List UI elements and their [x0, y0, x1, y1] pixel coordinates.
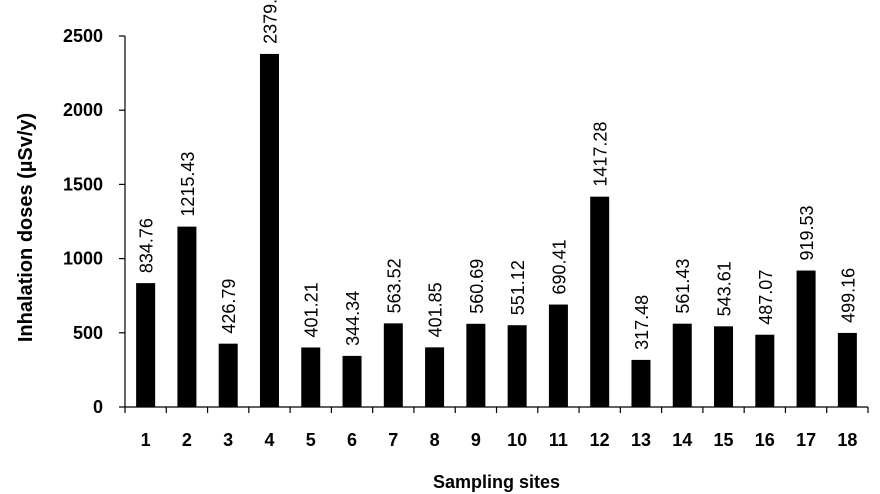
x-tick-label: 9	[471, 430, 481, 450]
data-label: 551.12	[508, 260, 528, 315]
bar	[259, 53, 279, 407]
bars	[136, 53, 857, 407]
bar	[714, 326, 734, 407]
y-tick-label: 500	[73, 323, 103, 343]
x-tick-label: 1	[141, 430, 151, 450]
data-label: 1215.43	[178, 152, 198, 217]
bar	[755, 334, 775, 407]
bar	[631, 359, 651, 407]
bar	[796, 270, 816, 407]
y-tick-label: 1000	[63, 249, 103, 269]
bar	[301, 347, 321, 407]
x-tick-label: 3	[223, 430, 233, 450]
x-tick-label: 7	[388, 430, 398, 450]
x-tick-label: 16	[755, 430, 775, 450]
data-label: 919.53	[797, 205, 817, 260]
x-axis-title: Sampling sites	[433, 472, 560, 492]
y-tick-label: 2000	[63, 100, 103, 120]
data-label: 499.16	[838, 268, 858, 323]
x-tick-label: 5	[306, 430, 316, 450]
x-tick-label: 15	[714, 430, 734, 450]
bar	[672, 323, 692, 407]
bar	[383, 323, 403, 407]
bar	[507, 325, 527, 407]
x-tick-label: 11	[549, 430, 568, 450]
data-label: 487.07	[756, 270, 776, 325]
bar	[590, 196, 610, 407]
x-tick-label: 2	[182, 430, 192, 450]
bar	[136, 283, 156, 407]
data-labels: 834.76 1215.43 426.79 2379.17 401.21 344.34 56…	[137, 0, 859, 350]
data-label: 690.41	[549, 239, 569, 294]
bar	[177, 226, 197, 407]
y-tick-label: 2500	[63, 26, 103, 46]
data-label: 401.21	[302, 282, 322, 337]
bar	[342, 355, 362, 407]
x-tick-label: 6	[347, 430, 357, 450]
y-tick-label: 0	[93, 397, 103, 417]
data-label: 1417.28	[591, 122, 611, 187]
x-axis: 1 2 3 4 5 6 7 8 9 10 11 12 13 14 15 16 17 18	[124, 406, 869, 450]
data-label: 563.52	[384, 258, 404, 313]
bar	[548, 304, 568, 407]
data-label: 344.34	[343, 291, 363, 346]
y-tick-label: 1500	[63, 174, 103, 194]
x-tick-label: 18	[837, 430, 857, 450]
x-tick-label: 4	[264, 430, 274, 450]
x-tick-label: 17	[796, 430, 816, 450]
data-label: 401.85	[426, 282, 446, 337]
x-tick-label: 12	[590, 430, 610, 450]
y-axis-title: Inhalation doses (µSv/y)	[15, 113, 37, 342]
x-tick-label: 14	[672, 430, 692, 450]
bar	[425, 347, 445, 407]
data-label: 317.48	[632, 295, 652, 350]
bar	[218, 343, 238, 407]
x-tick-label: 8	[430, 430, 440, 450]
x-tick-label: 13	[631, 430, 651, 450]
bar	[837, 332, 857, 407]
data-label: 834.76	[137, 218, 157, 273]
data-label: 426.79	[219, 279, 239, 334]
data-label: 2379.17	[260, 0, 280, 44]
data-label: 560.69	[467, 259, 487, 314]
data-label: 543.61	[715, 261, 735, 316]
y-axis: 0 500 1000 1500 2000 2500	[63, 26, 126, 417]
data-label: 561.43	[673, 259, 693, 314]
bar	[466, 323, 486, 407]
x-tick-label: 10	[507, 430, 527, 450]
